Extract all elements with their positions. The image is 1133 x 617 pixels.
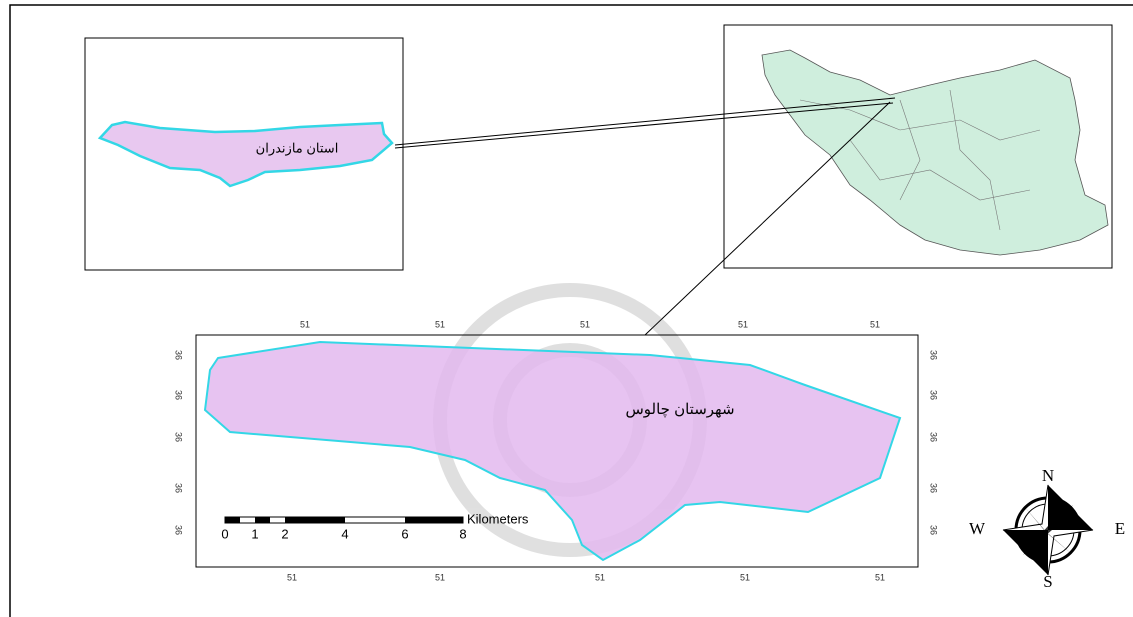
province-label: استان مازندران (256, 140, 339, 156)
left-tick-label: 36 (174, 432, 184, 442)
right-tick-label: 36 (929, 432, 939, 442)
top-tick-label: 51 (580, 319, 590, 329)
outer-frame (9, 4, 1133, 617)
scale-label: 4 (341, 526, 348, 541)
right-tick-label: 36 (929, 350, 939, 360)
scale-label: 0 (221, 526, 228, 541)
scale-bar (224, 516, 464, 524)
right-tick-label: 36 (929, 525, 939, 535)
main-frame (195, 334, 919, 568)
scale-label: 8 (459, 526, 466, 541)
province-shape (97, 120, 394, 188)
compass-west: W (969, 519, 986, 538)
bottom-tick-label: 51 (875, 572, 885, 582)
country-borders (799, 89, 1041, 231)
country-shape (761, 49, 1109, 256)
connector (394, 97, 896, 146)
compass-north: N (1042, 466, 1054, 485)
connector (644, 101, 891, 336)
compass-south: S (1043, 572, 1052, 591)
compass-east: E (1115, 519, 1125, 538)
left-tick-label: 36 (174, 525, 184, 535)
scale-segment (225, 517, 240, 523)
scale-label: 6 (401, 526, 408, 541)
top-tick-label: 51 (738, 319, 748, 329)
bottom-tick-label: 51 (287, 572, 297, 582)
top-tick-label: 51 (870, 319, 880, 329)
scale-segment (285, 517, 345, 523)
scale-segment (405, 517, 463, 523)
left-tick-label: 36 (174, 483, 184, 493)
scale-unit: Kilometers (467, 511, 529, 526)
left-tick-label: 36 (174, 350, 184, 360)
top-tick-label: 51 (435, 319, 445, 329)
scale-label: 1 (251, 526, 258, 541)
county-shape (203, 340, 902, 562)
scale-label: 2 (281, 526, 288, 541)
right-tick-label: 36 (929, 390, 939, 400)
top-tick-label: 51 (300, 319, 310, 329)
connector (394, 102, 894, 149)
right-tick-label: 36 (929, 483, 939, 493)
county-label: شهرستان چالوس (625, 401, 734, 418)
left-tick-label: 36 (174, 390, 184, 400)
bottom-tick-label: 51 (740, 572, 750, 582)
bottom-tick-label: 51 (595, 572, 605, 582)
bottom-tick-label: 51 (435, 572, 445, 582)
scale-segment (255, 517, 270, 523)
compass (1002, 484, 1094, 576)
